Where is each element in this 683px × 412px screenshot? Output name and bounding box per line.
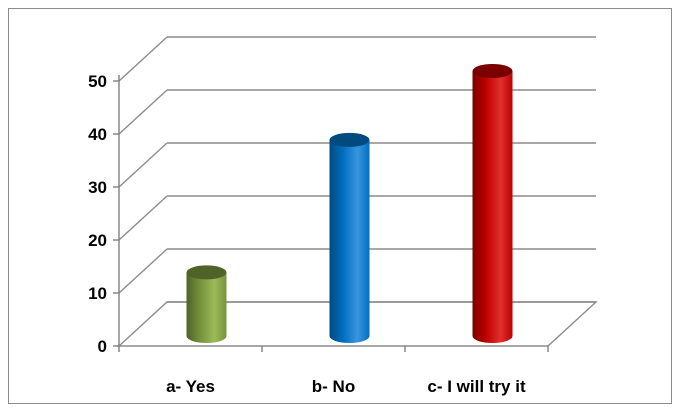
gridlines — [118, 36, 596, 303]
bar-body — [329, 139, 370, 343]
gridline-diagonal — [118, 142, 168, 188]
bar-body — [472, 71, 513, 343]
x-category-label: a- Yes — [166, 377, 215, 396]
axes — [113, 75, 598, 352]
y-tick-label: 30 — [88, 178, 107, 197]
y-tick-label: 40 — [88, 125, 107, 144]
bar-chart-3d: 0 10 20 30 40 50 a- Yes b- No c- I will try it — [88, 36, 598, 396]
gridline-diagonal — [118, 36, 168, 82]
bar-a-yes — [186, 265, 227, 343]
gridline-diagonal — [118, 195, 168, 241]
bar-top — [329, 132, 370, 147]
gridline-diagonal — [118, 89, 168, 135]
x-category-label: c- I will try it — [427, 377, 526, 396]
y-tick-label: 10 — [88, 284, 107, 303]
chart-frame: 0 10 20 30 40 50 a- Yes b- No c- I will try it — [8, 8, 672, 404]
bars — [186, 64, 513, 343]
gridline-diagonal — [118, 248, 168, 294]
bar-body — [186, 272, 227, 343]
bar-top — [186, 265, 227, 280]
y-tick-label: 20 — [88, 231, 107, 250]
x-category-label: b- No — [312, 377, 355, 396]
bar-c-i-will-try-it — [472, 64, 513, 343]
y-tick-label: 0 — [98, 337, 107, 356]
bar-top — [472, 64, 513, 78]
bar-b-no — [329, 132, 370, 343]
y-tick-label: 50 — [88, 72, 107, 91]
labels: 0 10 20 30 40 50 a- Yes b- No c- I will try it — [88, 72, 526, 396]
